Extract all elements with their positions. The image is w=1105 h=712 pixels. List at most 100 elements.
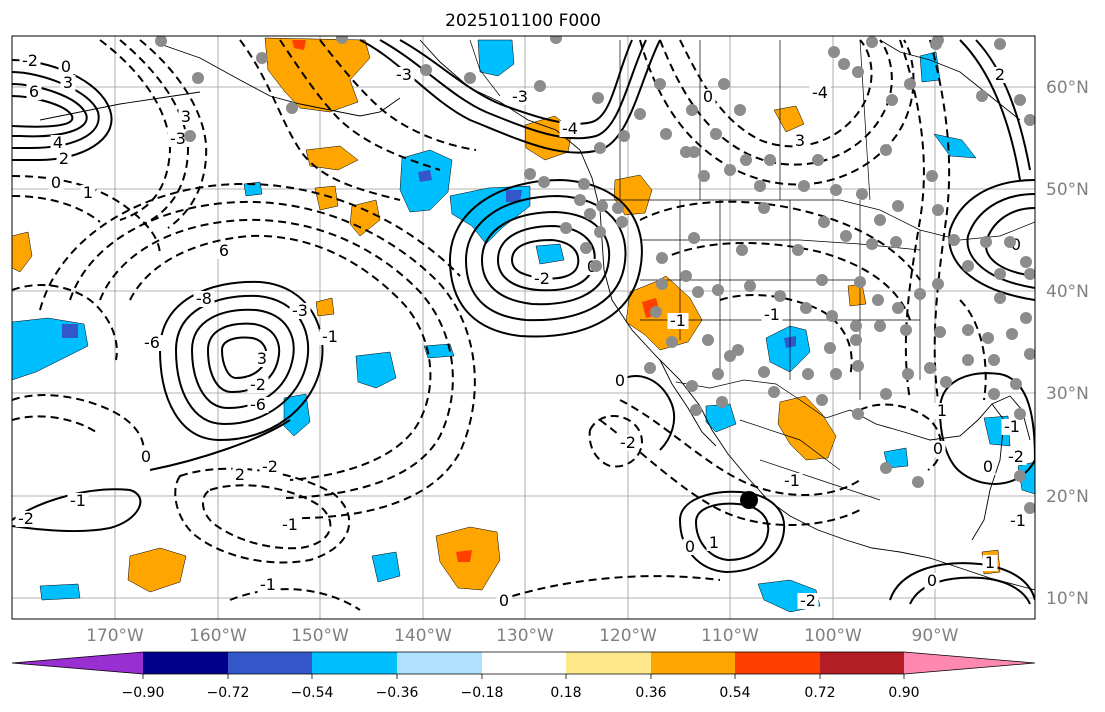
contour-label-bg	[257, 577, 279, 593]
contour-gulf-mexico	[859, 403, 943, 471]
blue-field-small-1	[423, 343, 455, 359]
station-marker	[926, 170, 938, 182]
station-marker	[758, 202, 770, 214]
contour-label-bg	[247, 397, 269, 413]
contour-baja-low	[588, 415, 643, 468]
contour-label: 3	[181, 107, 191, 126]
station-marker	[590, 260, 602, 272]
station-marker	[1006, 328, 1018, 340]
contour-label-bg	[58, 59, 74, 75]
contour-east-trough	[899, 39, 925, 401]
contour-label-bg	[216, 243, 232, 259]
station-marker	[736, 244, 748, 256]
contour-mexico-low	[619, 399, 861, 496]
station-marker	[988, 354, 1000, 366]
contour-label-bg	[934, 403, 950, 419]
station-marker	[934, 326, 946, 338]
station-marker	[982, 332, 994, 344]
station-marker	[826, 310, 838, 322]
station-marker	[754, 180, 766, 192]
station-marker	[1014, 408, 1026, 420]
contour-east-high	[948, 179, 1035, 301]
contour-label: 0	[703, 87, 713, 106]
station-marker	[734, 104, 746, 116]
contour-label: -1	[784, 471, 800, 490]
station-marker	[690, 404, 702, 416]
border-us-mexico	[675, 379, 851, 419]
colorbar-tick-labels: −0.90 −0.72 −0.54 −0.36 −0.18 0.18 0.36 0.54 0.7…	[122, 674, 920, 701]
contour-zero-south	[619, 375, 676, 451]
station-marker	[798, 180, 810, 192]
station-marker	[994, 38, 1006, 50]
contour-label-bg	[667, 313, 689, 329]
station-marker	[712, 368, 724, 380]
blue-field-north	[477, 39, 515, 77]
lon-label: 150°W	[291, 626, 349, 646]
station-marker	[854, 276, 866, 288]
contour-label-bg	[809, 85, 831, 101]
contour-label-bg	[559, 121, 581, 137]
station-marker	[828, 46, 840, 58]
contour-label: 0	[933, 439, 943, 458]
colorbar-cell	[651, 652, 735, 674]
contour-label-bg	[1001, 419, 1023, 435]
colorbar-cell	[143, 652, 228, 674]
contour-label-bg	[509, 89, 531, 105]
contour-central-pacific-1	[129, 234, 432, 481]
lon-label: 170°W	[86, 626, 144, 646]
contour-label: -3	[512, 87, 528, 106]
colorbar-cell	[12, 652, 143, 674]
station-marker	[666, 336, 678, 348]
contour-label-bg	[700, 89, 716, 105]
orange-field-small	[315, 297, 335, 317]
blue-field-bc-coast	[535, 243, 565, 265]
station-marker	[892, 200, 904, 212]
contour-label: -2	[262, 457, 278, 476]
contour-label-bg	[617, 435, 639, 451]
station-marker	[768, 386, 780, 398]
station-marker	[994, 268, 1006, 280]
contour-label-bg	[1007, 513, 1029, 529]
contour-label: 2	[59, 149, 69, 168]
colorbar-cell	[820, 652, 904, 674]
station-marker	[688, 146, 700, 158]
contour-southeast	[889, 562, 1035, 601]
contour-high-central	[158, 280, 324, 442]
station-marker	[940, 376, 952, 388]
station-marker	[656, 252, 668, 264]
contour-label-bg	[531, 271, 553, 287]
contour-label-bg	[496, 593, 512, 609]
colorbar-tick-label: −0.18	[461, 685, 504, 701]
station-marker	[702, 334, 714, 346]
colorbar: −0.90 −0.72 −0.54 −0.36 −0.18 0.18 0.36 0.54 0.7…	[11, 651, 1036, 701]
navy-spot-west-pacific	[62, 324, 78, 338]
contour-label-bg	[254, 351, 270, 367]
map-frame	[11, 35, 1036, 620]
station-marker	[850, 320, 862, 332]
contour-label: -3	[396, 65, 412, 84]
contour-label-bg	[982, 555, 998, 571]
station-marker	[1024, 502, 1035, 514]
contour-label: -2	[250, 375, 266, 394]
contour-label-bg	[141, 335, 163, 351]
contour-label-bg	[930, 441, 946, 457]
station-marker	[792, 244, 804, 256]
contour-label: 0	[615, 371, 625, 390]
contour-label: 2	[235, 465, 245, 484]
map-panel: 6 34201-23-302-16-3-8-63-2-6-20-1-2-1-3-4…	[11, 35, 1036, 620]
contour-label-bg	[393, 67, 415, 83]
station-marker	[816, 274, 828, 286]
station-marker	[420, 64, 432, 76]
station-marker	[538, 176, 550, 188]
lon-label: 140°W	[394, 626, 452, 646]
station-marker	[962, 260, 974, 272]
station-marker	[924, 362, 936, 374]
station-marker	[1004, 236, 1016, 248]
contour-label-bg	[980, 459, 996, 475]
contour-label-bg	[682, 539, 698, 555]
station-marker	[1024, 348, 1035, 360]
contour-label-bg	[761, 307, 783, 323]
colorbar-tick-label: 0.36	[635, 685, 666, 701]
station-marker	[800, 302, 812, 314]
contour-label: -3	[170, 129, 186, 148]
